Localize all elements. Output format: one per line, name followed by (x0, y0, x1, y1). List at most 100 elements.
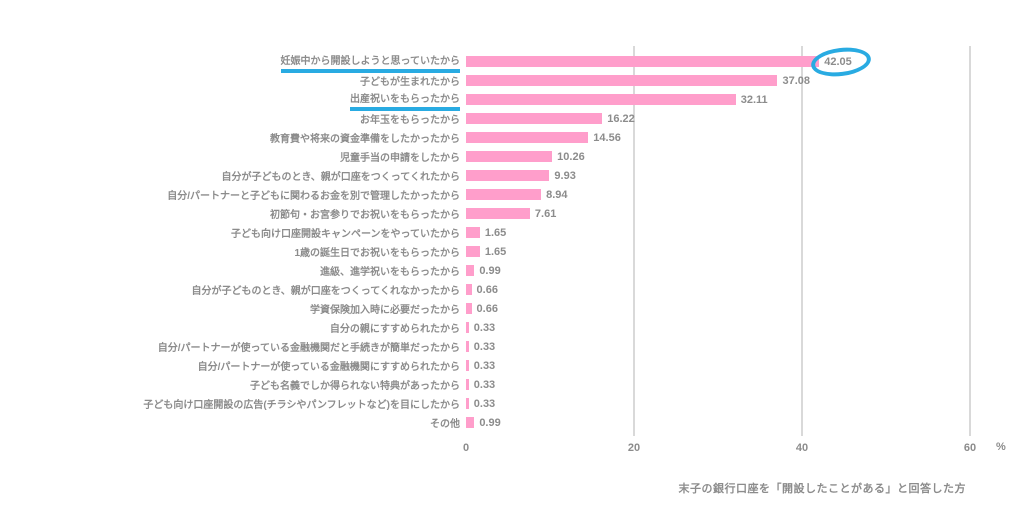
bar-row: 自分が子どものとき、親が口座をつくってくれなかったから 0.66 (0, 280, 1024, 299)
category-label: 児童手当の申請をしたから (340, 152, 460, 164)
value-wrap: 1.65 (485, 227, 506, 239)
value-label: 1.65 (484, 245, 507, 258)
bar-row: 出産祝いをもらったから 32.11 (0, 90, 1024, 111)
value-label: 14.56 (593, 131, 621, 144)
bar-row: 子ども向け口座開設の広告(チラシやパンフレットなど)を目にしたから 0.33 (0, 394, 1024, 413)
bar-cell: 0.33 (466, 318, 1024, 337)
bar-row: 初節句・お宮参りでお祝いをもらったから 7.61 (0, 204, 1024, 223)
value-wrap: 42.05 (809, 43, 873, 80)
category-label: 自分/パートナーと子どもに関わるお金を別で管理したかったから (167, 190, 460, 202)
bar-row: 妊娠中から開設しようと思っていたから 42.05 (0, 43, 1024, 80)
category-label: 自分/パートナーが使っている金融機関にすすめられたから (197, 361, 460, 373)
bar-cell: 10.26 (466, 147, 1024, 166)
bar-cell: 7.61 (466, 204, 1024, 223)
value-label: 9.93 (554, 169, 576, 182)
bar-cell: 16.22 (466, 109, 1024, 128)
value-wrap: 0.99 (479, 265, 500, 277)
bar-track: 0.99 (466, 413, 970, 432)
category-label-cell: 妊娠中から開設しようと思っていたから (0, 51, 466, 73)
bar-track: 32.11 (466, 90, 970, 109)
bar-track: 37.08 (466, 71, 970, 90)
category-label-cell: 児童手当の申請をしたから (0, 148, 466, 166)
plot-area: 妊娠中から開設しようと思っていたから 42.05 子どもが生まれたから 37.0… (0, 43, 1024, 436)
category-label-cell: 自分が子どものとき、親が口座をつくってくれなかったから (0, 281, 466, 299)
x-axis-tick-label: 20 (627, 442, 641, 454)
bar-cell: 14.56 (466, 128, 1024, 147)
bar-row: 進級、進学祝いをもらったから 0.99 (0, 261, 1024, 280)
value-label: 16.22 (607, 112, 635, 125)
value-wrap: 0.66 (477, 303, 498, 315)
bar-track: 0.33 (466, 356, 970, 375)
category-label: お年玉をもらったから (360, 114, 460, 126)
category-label: 進級、進学祝いをもらったから (320, 266, 460, 278)
value-wrap: 0.33 (474, 341, 495, 353)
bar-cell: 0.99 (466, 261, 1024, 280)
category-label: 自分/パートナーが使っている金融機関だと手続きが簡単だったから (157, 342, 460, 354)
bar-row: 自分の親にすすめられたから 0.33 (0, 318, 1024, 337)
bar (466, 398, 469, 409)
value-wrap: 10.26 (557, 151, 585, 163)
bar-track: 16.22 (466, 109, 970, 128)
value-wrap: 8.94 (546, 189, 567, 201)
bar-cell: 0.33 (466, 394, 1024, 413)
category-label-cell: 1歳の誕生日でお祝いをもらったから (0, 243, 466, 261)
category-label-cell: 子ども向け口座開設の広告(チラシやパンフレットなど)を目にしたから (0, 395, 466, 413)
bar-row: その他 0.99 (0, 413, 1024, 432)
bar-track: 8.94 (466, 185, 970, 204)
x-axis-tick-label: 60 (963, 442, 977, 454)
bar-track: 1.65 (466, 223, 970, 242)
bar (466, 284, 472, 295)
bar-track: 14.56 (466, 128, 970, 147)
category-label: 子どもが生まれたから (360, 76, 460, 88)
value-wrap: 16.22 (607, 113, 635, 125)
value-wrap: 32.11 (741, 94, 768, 106)
bar-track: 1.65 (466, 242, 970, 261)
bar-row: 子どもが生まれたから 37.08 (0, 71, 1024, 90)
bar-cell: 0.66 (466, 280, 1024, 299)
category-label: 自分の親にすすめられたから (329, 323, 460, 335)
bar-chart: 妊娠中から開設しようと思っていたから 42.05 子どもが生まれたから 37.0… (0, 43, 1024, 458)
value-wrap: 37.08 (782, 75, 810, 87)
bar (466, 56, 820, 67)
bar-track: 42.05 (466, 43, 970, 80)
bar-track: 0.33 (466, 375, 970, 394)
category-label: 子ども向け口座開設キャンペーンをやっていたから (231, 228, 460, 240)
value-wrap: 0.66 (477, 284, 498, 296)
chart-caption: 末子の銀行口座を「開設したことがある」と回答した方 (678, 483, 966, 495)
bar-cell: 42.05 (466, 43, 1024, 80)
bar-cell: 9.93 (466, 166, 1024, 185)
bar (466, 132, 589, 143)
category-label-cell: 自分/パートナーと子どもに関わるお金を別で管理したかったから (0, 186, 466, 204)
value-label: 42.05 (824, 55, 852, 68)
value-wrap: 0.99 (479, 417, 500, 429)
value-wrap: 14.56 (593, 132, 621, 144)
bar-track: 0.33 (466, 318, 970, 337)
bar-cell: 0.33 (466, 337, 1024, 356)
category-label: 1歳の誕生日でお祝いをもらったから (294, 247, 460, 259)
bar-row: 自分/パートナーが使っている金融機関にすすめられたから 0.33 (0, 356, 1024, 375)
bar-row: 子ども向け口座開設キャンペーンをやっていたから 1.65 (0, 223, 1024, 242)
category-label-cell: 自分/パートナーが使っている金融機関にすすめられたから (0, 357, 466, 375)
category-label-cell: 自分が子どものとき、親が口座をつくってくれたから (0, 167, 466, 185)
bar-track: 0.33 (466, 337, 970, 356)
bar (466, 208, 530, 219)
value-label: 0.99 (479, 416, 501, 429)
category-label-cell: お年玉をもらったから (0, 110, 466, 128)
value-label: 0.33 (473, 340, 496, 353)
category-label-cell: 子ども名義でしか得られない特典があったから (0, 376, 466, 394)
category-label: 子ども名義でしか得られない特典があったから (250, 380, 460, 392)
bar-track: 0.66 (466, 299, 970, 318)
value-label: 10.26 (557, 150, 585, 163)
gridline (969, 46, 971, 436)
category-label: 子ども向け口座開設の広告(チラシやパンフレットなど)を目にしたから (143, 399, 460, 411)
bar-cell: 32.11 (466, 90, 1024, 109)
bar (466, 341, 469, 352)
x-axis-ticks: 0 20 40 60 (463, 442, 976, 458)
bar-track: 9.93 (466, 166, 970, 185)
value-wrap: 9.93 (554, 170, 575, 182)
category-label: 教育費や将来の資金準備をしたかったから (270, 133, 460, 145)
gridline (633, 46, 635, 436)
value-label: 8.94 (546, 188, 568, 201)
bar-cell: 0.33 (466, 356, 1024, 375)
value-label: 0.99 (479, 264, 501, 277)
